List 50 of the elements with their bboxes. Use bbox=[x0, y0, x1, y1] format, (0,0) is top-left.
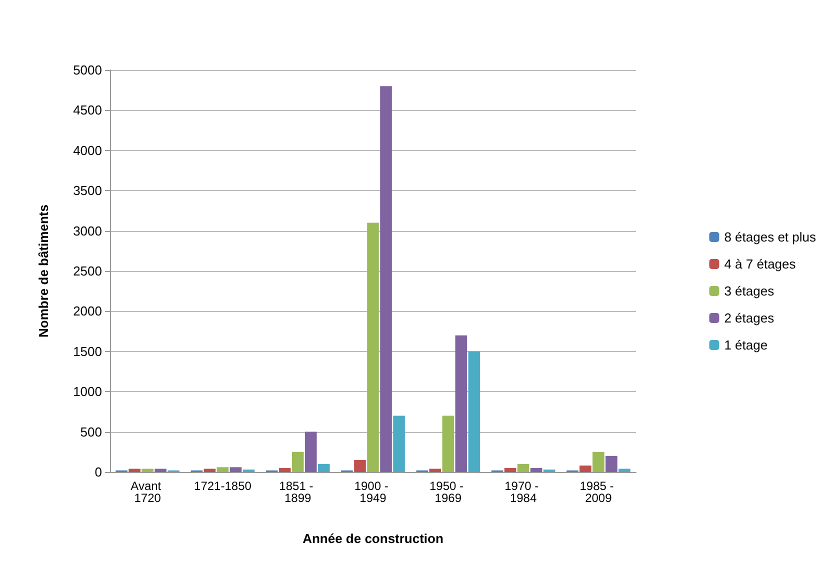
bar bbox=[455, 335, 468, 472]
bar bbox=[468, 351, 480, 472]
legend-label: 3 étages bbox=[724, 284, 775, 298]
bar bbox=[504, 468, 516, 472]
bar bbox=[230, 467, 242, 472]
bar bbox=[393, 416, 405, 472]
y-tick-label: 5000 bbox=[73, 62, 102, 78]
y-axis-title: Nombre de bâtiments bbox=[36, 204, 51, 338]
bar bbox=[380, 86, 392, 472]
x-tick-label: 1950 - 1969 bbox=[429, 479, 467, 505]
bar bbox=[517, 464, 530, 472]
y-tick-label: 3500 bbox=[73, 183, 102, 198]
bar bbox=[530, 468, 542, 472]
x-tick-label: Avant 1720 bbox=[130, 479, 164, 505]
legend-label: 8 étages et plus bbox=[724, 230, 816, 244]
bar bbox=[154, 468, 166, 472]
bar bbox=[592, 452, 604, 472]
bar bbox=[442, 416, 454, 472]
y-tick-label: 500 bbox=[80, 424, 102, 440]
x-axis-title: Année de construction bbox=[302, 531, 444, 546]
bar bbox=[318, 464, 330, 472]
y-tick-label: 1500 bbox=[73, 344, 102, 359]
x-tick-label: 1985 - 2009 bbox=[580, 479, 618, 505]
x-tick-label: 1721-1850 bbox=[194, 479, 252, 493]
bar bbox=[304, 432, 317, 472]
x-tick-label: 1900 - 1949 bbox=[354, 479, 392, 505]
y-tick-label: 1000 bbox=[73, 384, 102, 400]
y-tick-label: 2500 bbox=[73, 264, 102, 278]
bar bbox=[128, 468, 140, 472]
legend-label: 4 à 7 étages bbox=[724, 256, 796, 272]
legend-label: 1 étage bbox=[724, 338, 768, 352]
y-tick-label: 2000 bbox=[73, 304, 102, 319]
bar bbox=[580, 466, 592, 472]
bar bbox=[367, 222, 379, 472]
bar bbox=[606, 456, 618, 472]
bar bbox=[618, 468, 630, 472]
bar bbox=[354, 460, 366, 472]
y-tick-label: 0 bbox=[94, 464, 102, 480]
legend-label: 2 étages bbox=[724, 310, 775, 326]
bar bbox=[142, 468, 154, 472]
y-tick-label: 3000 bbox=[73, 223, 102, 238]
bar bbox=[292, 452, 304, 472]
y-tick-label: 4500 bbox=[73, 102, 102, 118]
y-tick-label: 4000 bbox=[73, 142, 102, 158]
bar bbox=[216, 467, 229, 472]
x-tick-label: 1970 - 1984 bbox=[504, 479, 542, 505]
bar bbox=[204, 468, 216, 472]
x-tick-label: 1851 - 1899 bbox=[279, 479, 317, 505]
bar bbox=[278, 468, 291, 472]
bar bbox=[429, 468, 442, 472]
